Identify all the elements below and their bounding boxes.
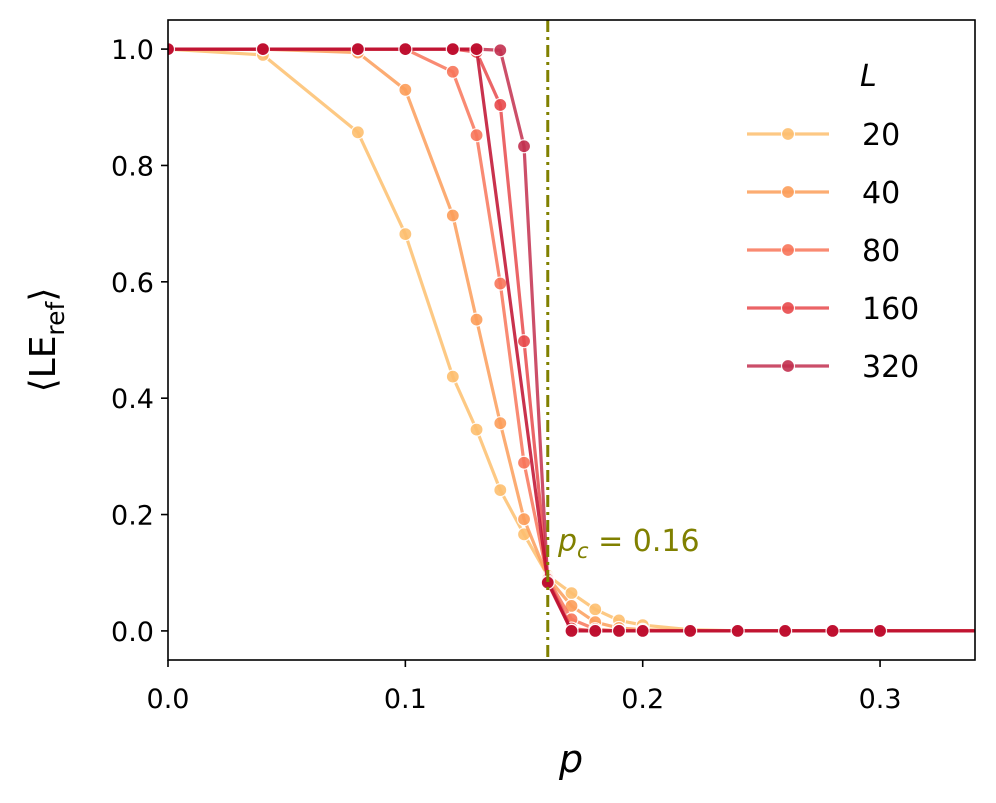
y-tick-label: 0.0 [111, 617, 154, 648]
data-point [350, 125, 365, 140]
data-point [778, 623, 793, 639]
critical-annotation-p: p [557, 524, 577, 559]
data-point [611, 623, 627, 639]
data-point [350, 41, 365, 57]
data-point [469, 312, 484, 327]
y-tick-label: 0.6 [111, 268, 154, 299]
x-tick-label: 0.0 [147, 684, 190, 715]
legend-marker-40 [780, 184, 796, 200]
data-point [493, 416, 508, 431]
y-tick-label: 0.2 [111, 501, 154, 532]
legend-marker-320 [780, 358, 796, 374]
y-axis-label: ⟨LEref⟩ [23, 288, 70, 393]
data-point [398, 227, 413, 242]
y-tick-label: 0.8 [111, 151, 154, 182]
data-point [516, 512, 532, 527]
data-point [168, 41, 176, 57]
critical-annotation-value: = 0.16 [589, 524, 700, 559]
y-tick-label: 0.4 [111, 384, 154, 415]
legend: L 20 40 80 160 320 [747, 59, 919, 385]
data-point [872, 623, 888, 639]
y-axis-label-close: ⟩ [23, 288, 64, 302]
data-point [683, 623, 698, 639]
data-point [445, 208, 460, 223]
x-tick-label: 0.2 [621, 684, 664, 715]
critical-point-annotation: pc = 0.16 [557, 524, 700, 563]
y-axis-ticks: 0.0 0.2 0.4 0.6 0.8 1.0 [111, 35, 168, 648]
data-point [516, 139, 532, 154]
x-tick-label: 0.1 [384, 684, 427, 715]
data-point [398, 41, 413, 57]
y-axis-label-sub: ref [41, 300, 70, 335]
data-point [635, 623, 650, 639]
legend-marker-20 [780, 126, 796, 142]
critical-annotation-sub: c [577, 539, 589, 563]
series-layer [168, 41, 975, 639]
legend-label-80: 80 [862, 234, 900, 269]
x-axis-label: p [558, 737, 583, 781]
legend-label-20: 20 [862, 118, 900, 153]
data-point [516, 334, 532, 349]
x-axis-ticks: 0.0 0.1 0.2 0.3 [147, 660, 902, 715]
y-tick-label: 1.0 [111, 35, 154, 66]
legend-label-40: 40 [862, 176, 900, 211]
data-point [469, 422, 484, 437]
data-point [588, 623, 603, 639]
y-axis-label-main: ⟨LE [23, 336, 64, 393]
data-point [588, 602, 603, 617]
legend-label-320: 320 [862, 350, 919, 385]
data-point [516, 455, 532, 470]
data-point [564, 623, 579, 639]
plot-frame [167, 19, 976, 661]
data-point [493, 97, 508, 113]
data-point [825, 623, 840, 639]
data-point [445, 41, 460, 57]
series-overlay [168, 41, 975, 639]
data-point [469, 41, 484, 57]
legend-marker-80 [780, 242, 796, 258]
x-tick-label: 0.3 [859, 684, 902, 715]
data-point [445, 369, 460, 384]
legend-marker-160 [780, 300, 796, 316]
data-point [445, 64, 460, 79]
data-point [469, 128, 484, 143]
legend-label-160: 160 [862, 292, 919, 327]
data-point [493, 483, 508, 498]
data-point [730, 623, 745, 639]
legend-title: L [860, 59, 877, 94]
data-point [493, 276, 508, 291]
data-point [398, 82, 413, 97]
data-point [255, 41, 271, 57]
data-point [564, 585, 579, 601]
data-point [493, 43, 508, 58]
